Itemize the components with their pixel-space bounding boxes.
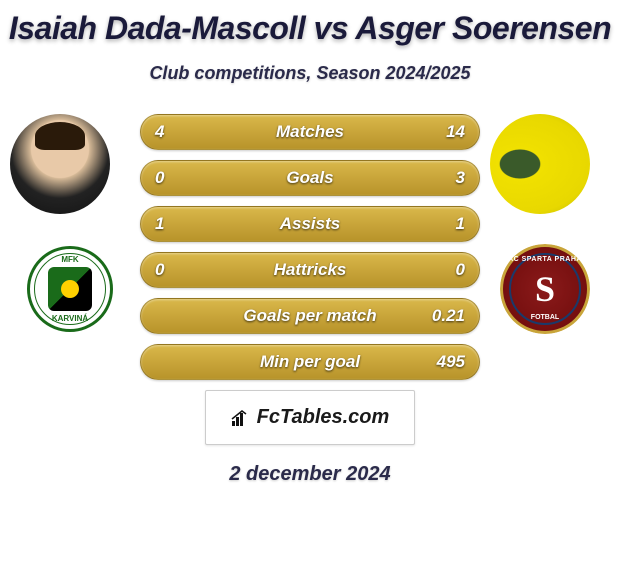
player-left-avatar bbox=[10, 114, 110, 214]
player-left-face bbox=[10, 114, 110, 214]
stat-row-gpm: Goals per match 0.21 bbox=[140, 298, 480, 334]
stats-area: MFK KARVINÁ AC SPARTA PRAHA S FOTBAL 4 M… bbox=[0, 114, 620, 486]
page-title: Isaiah Dada-Mascoll vs Asger Soerensen bbox=[0, 10, 620, 47]
subtitle: Club competitions, Season 2024/2025 bbox=[0, 63, 620, 84]
stat-left-value: 0 bbox=[155, 168, 195, 188]
player-right-avatar bbox=[490, 114, 590, 214]
club-left-emblem bbox=[48, 267, 92, 311]
stat-label: Matches bbox=[195, 122, 425, 142]
branding-box: FcTables.com bbox=[205, 390, 415, 445]
stat-row-hattricks: 0 Hattricks 0 bbox=[140, 252, 480, 288]
stat-row-goals: 0 Goals 3 bbox=[140, 160, 480, 196]
stat-label: Hattricks bbox=[195, 260, 425, 280]
branding-label: FcTables.com bbox=[257, 406, 390, 429]
club-right-badge: AC SPARTA PRAHA S FOTBAL bbox=[500, 244, 590, 334]
club-left-inner: MFK KARVINÁ bbox=[27, 246, 113, 332]
stat-label: Goals per match bbox=[195, 306, 425, 326]
stat-left-value: 0 bbox=[155, 260, 195, 280]
stat-row-matches: 4 Matches 14 bbox=[140, 114, 480, 150]
stat-left-value: 1 bbox=[155, 214, 195, 234]
club-left-text-top: MFK bbox=[30, 255, 110, 264]
stat-right-value: 3 bbox=[425, 168, 465, 188]
date-label: 2 december 2024 bbox=[0, 463, 620, 486]
club-right-letter: S bbox=[535, 268, 555, 310]
stat-left-value: 4 bbox=[155, 122, 195, 142]
stat-rows: 4 Matches 14 0 Goals 3 1 Assists 1 0 Hat… bbox=[140, 114, 480, 380]
player-right-face bbox=[490, 114, 590, 214]
stat-label: Assists bbox=[195, 214, 425, 234]
club-right-text-bot: FOTBAL bbox=[503, 314, 587, 321]
stat-right-value: 0.21 bbox=[425, 306, 465, 326]
chart-icon bbox=[231, 409, 253, 427]
stat-row-mpg: Min per goal 495 bbox=[140, 344, 480, 380]
club-left-badge: MFK KARVINÁ bbox=[25, 244, 115, 334]
stat-right-value: 1 bbox=[425, 214, 465, 234]
club-right-inner: AC SPARTA PRAHA S FOTBAL bbox=[500, 244, 590, 334]
stat-row-assists: 1 Assists 1 bbox=[140, 206, 480, 242]
stat-label: Goals bbox=[195, 168, 425, 188]
club-left-text-bot: KARVINÁ bbox=[30, 314, 110, 323]
infographic-container: Isaiah Dada-Mascoll vs Asger Soerensen C… bbox=[0, 0, 620, 486]
stat-label: Min per goal bbox=[195, 352, 425, 372]
stat-right-value: 14 bbox=[425, 122, 465, 142]
stat-right-value: 0 bbox=[425, 260, 465, 280]
stat-right-value: 495 bbox=[425, 352, 465, 372]
club-right-text-top: AC SPARTA PRAHA bbox=[503, 256, 587, 263]
